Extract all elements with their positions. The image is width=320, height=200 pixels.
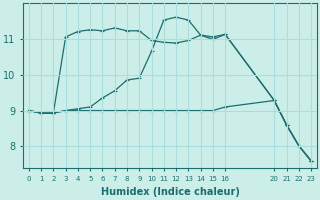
X-axis label: Humidex (Indice chaleur): Humidex (Indice chaleur) <box>100 187 239 197</box>
